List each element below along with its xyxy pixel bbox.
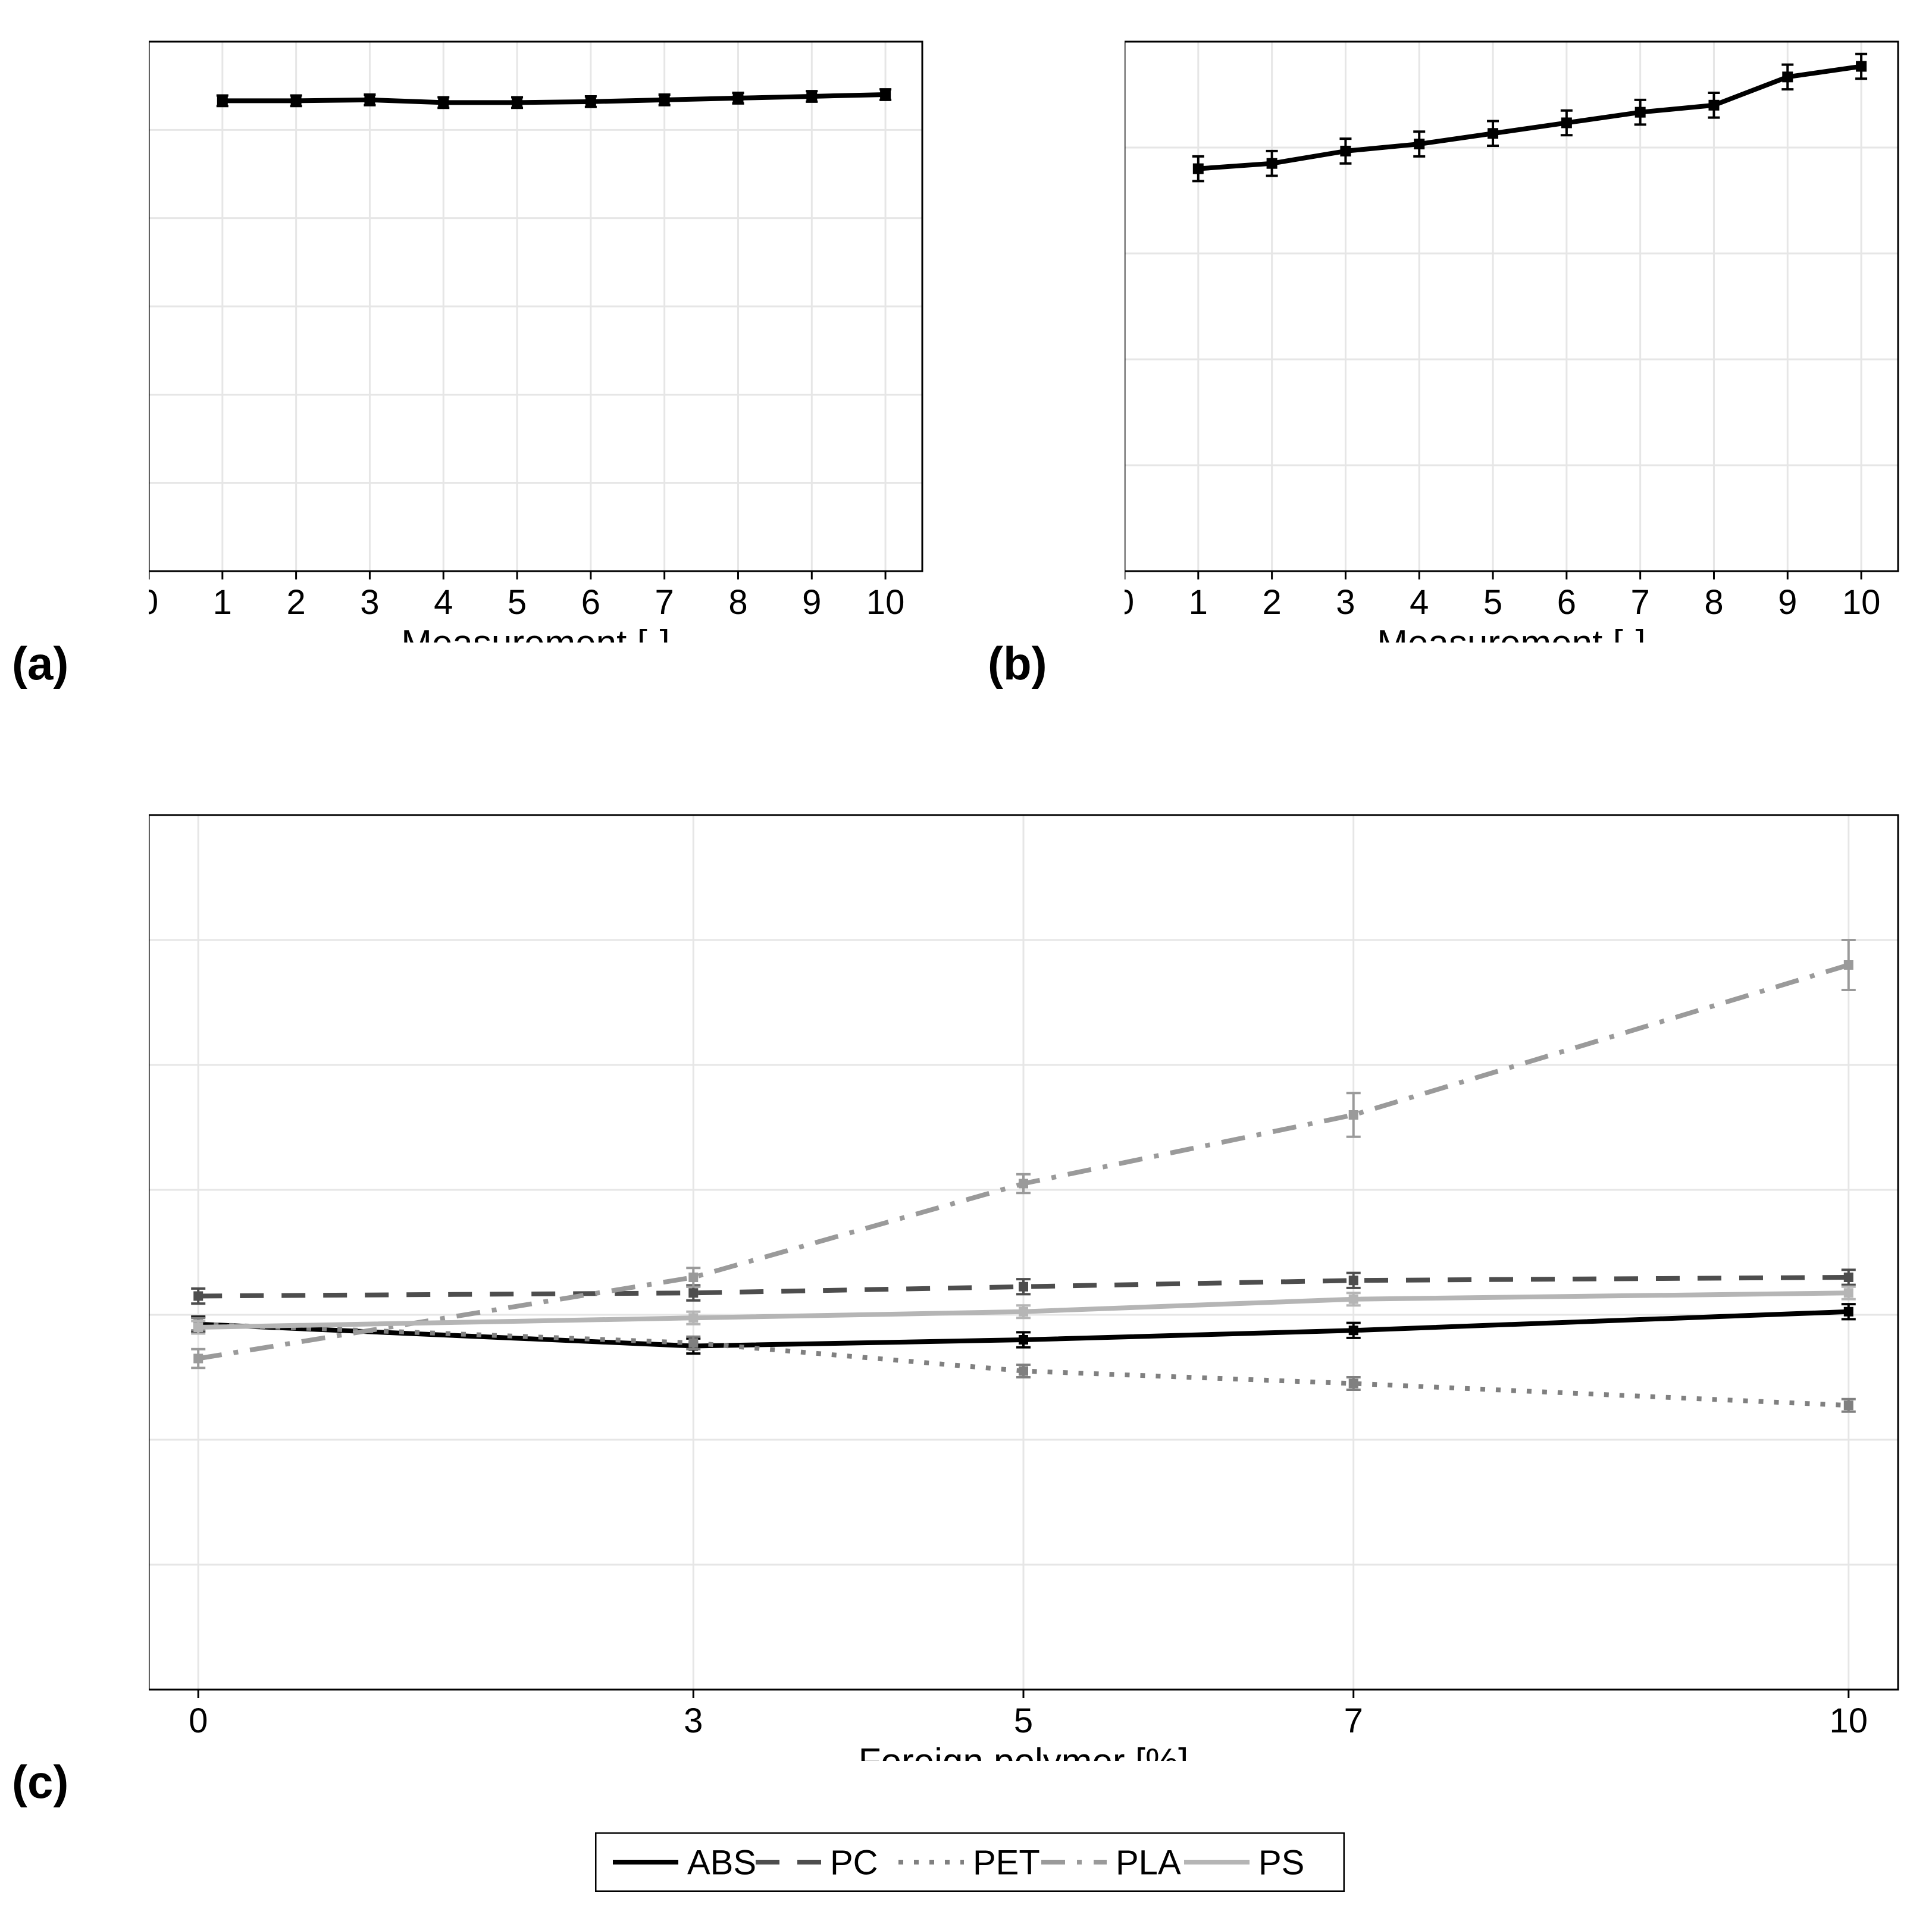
svg-text:10: 10 — [1842, 583, 1881, 622]
svg-text:7: 7 — [655, 583, 674, 622]
svg-text:5: 5 — [1483, 583, 1502, 622]
panel-a-svg: 0123456789100123456Measurement [-]MVR 23… — [149, 36, 928, 643]
svg-text:6: 6 — [581, 583, 600, 622]
svg-text:Measurement [-]: Measurement [-] — [401, 623, 669, 643]
panel-c-label: (c) — [12, 1755, 68, 1809]
svg-text:9: 9 — [802, 583, 821, 622]
panel-c-svg: 03571002468101214Foreign polymer [%]MVR … — [149, 809, 1904, 1761]
svg-text:10: 10 — [1830, 1701, 1868, 1740]
svg-text:8: 8 — [728, 583, 747, 622]
svg-text:2: 2 — [1262, 583, 1281, 622]
svg-text:Foreign polymer [%]: Foreign polymer [%] — [859, 1741, 1189, 1761]
svg-text:7: 7 — [1344, 1701, 1363, 1740]
svg-text:PET: PET — [973, 1843, 1040, 1882]
svg-text:5: 5 — [508, 583, 527, 622]
svg-text:7: 7 — [1631, 583, 1650, 622]
svg-text:3: 3 — [1336, 583, 1355, 622]
svg-text:2: 2 — [286, 583, 305, 622]
panel-a-label: (a) — [12, 637, 68, 691]
svg-text:3: 3 — [360, 583, 379, 622]
svg-text:0: 0 — [189, 1701, 208, 1740]
svg-text:0: 0 — [1125, 583, 1134, 622]
svg-text:PLA: PLA — [1116, 1843, 1181, 1882]
svg-text:PC: PC — [830, 1843, 878, 1882]
svg-text:8: 8 — [1704, 583, 1723, 622]
svg-text:Measurement [-]: Measurement [-] — [1377, 623, 1645, 643]
figure-root: 0123456789100123456Measurement [-]MVR 23… — [0, 0, 1932, 1924]
svg-text:ABS: ABS — [687, 1843, 756, 1882]
svg-text:PS: PS — [1258, 1843, 1304, 1882]
svg-text:4: 4 — [1410, 583, 1429, 622]
panel-b-svg: 01234567891003691215Measurement [-]MVR 2… — [1125, 36, 1904, 643]
svg-text:9: 9 — [1778, 583, 1797, 622]
legend-svg: ABS PC PET PLA PS — [595, 1832, 1345, 1892]
svg-text:0: 0 — [149, 583, 158, 622]
svg-text:1: 1 — [1189, 583, 1208, 622]
svg-text:1: 1 — [213, 583, 232, 622]
svg-text:3: 3 — [684, 1701, 703, 1740]
svg-text:10: 10 — [866, 583, 905, 622]
panel-b-label: (b) — [988, 637, 1047, 691]
svg-text:6: 6 — [1557, 583, 1576, 622]
svg-text:4: 4 — [434, 583, 453, 622]
svg-text:5: 5 — [1014, 1701, 1033, 1740]
